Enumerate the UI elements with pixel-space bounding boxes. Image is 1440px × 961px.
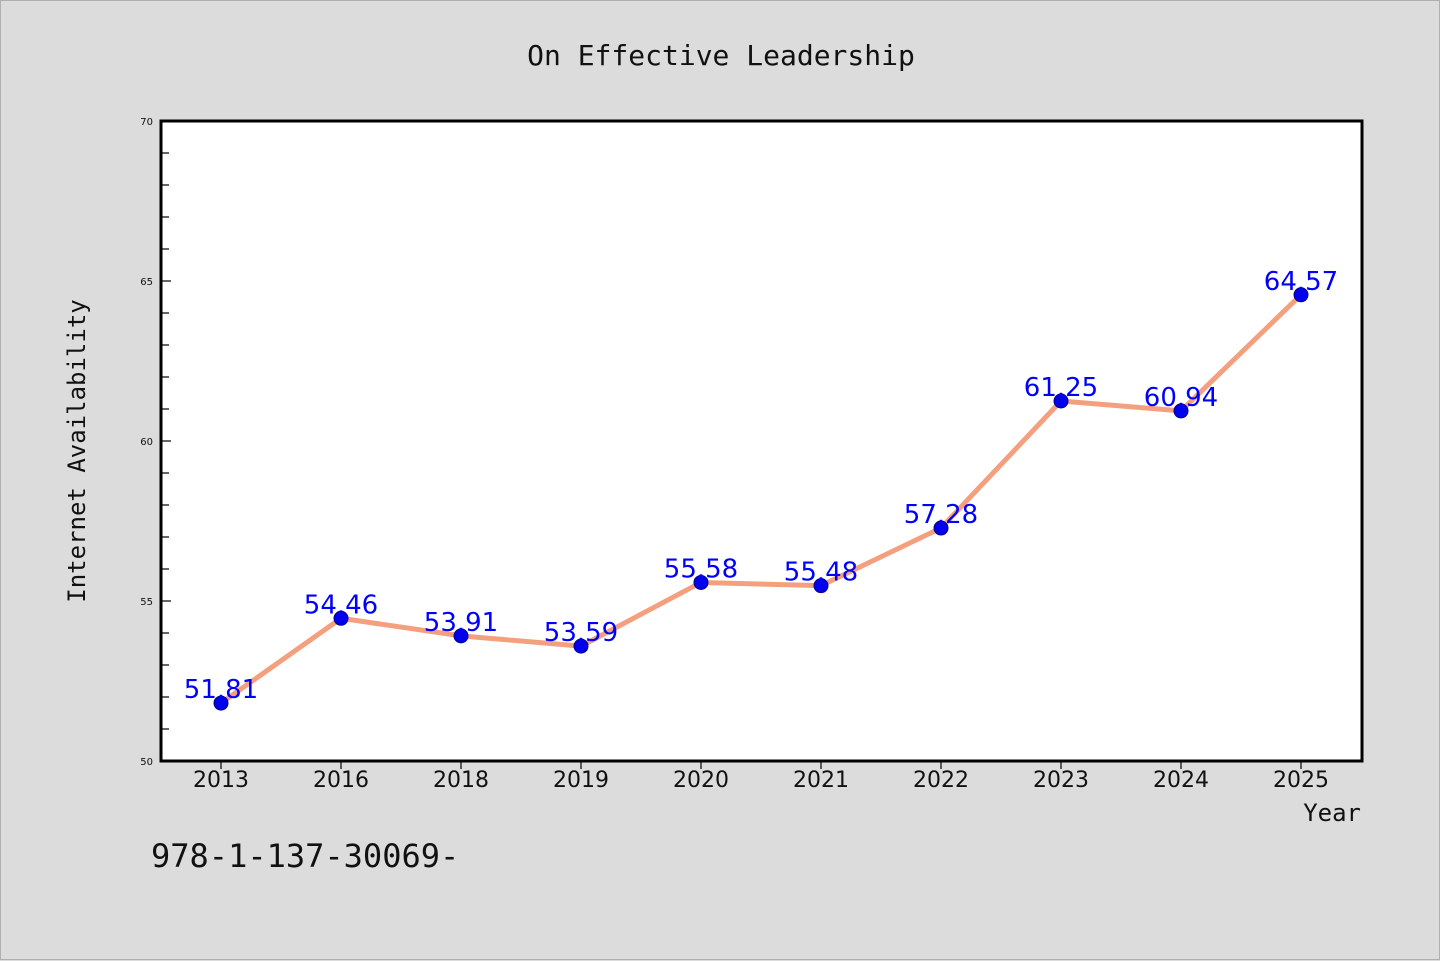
- isbn-annotation: 978-1-137-30069-: [151, 837, 459, 875]
- data-point: [453, 628, 469, 644]
- x-tick-label: 2018: [433, 768, 489, 793]
- x-tick-label: 2021: [793, 768, 849, 793]
- x-tick-label: 2022: [913, 768, 969, 793]
- data-point: [813, 578, 829, 594]
- x-tick-label: 2019: [553, 768, 609, 793]
- data-label: 64.57: [1264, 267, 1338, 297]
- y-axis-label: Internet Availability: [63, 299, 91, 602]
- data-label: 55.48: [784, 558, 858, 588]
- x-axis-tick-labels: 2013 2016 2018 2019 2020 2021 2022 2023 2024 2025: [193, 768, 1329, 793]
- data-label: 54.46: [304, 590, 378, 620]
- x-tick-label: 2013: [193, 768, 249, 793]
- data-labels: 51.81 54.46 53.91 53.59 55.58 55.48 57.28 61.25…: [184, 267, 1338, 705]
- data-point: [213, 695, 229, 711]
- y-axis-ticks: [161, 120, 171, 762]
- data-label: 61.25: [1024, 373, 1098, 403]
- x-tick-label: 2020: [673, 768, 729, 793]
- data-point: [333, 610, 349, 626]
- chart-title: On Effective Leadership: [527, 39, 915, 72]
- y-tick-label: 65: [140, 277, 153, 288]
- x-axis-label: Year: [1303, 799, 1361, 827]
- data-point: [693, 574, 709, 590]
- data-point: [1173, 403, 1189, 419]
- data-point: [1293, 287, 1309, 303]
- y-tick-label: 70: [140, 117, 153, 128]
- y-axis-tick-labels: 50 55 60 65 70: [140, 117, 153, 768]
- data-label: 55.58: [664, 554, 738, 584]
- x-tick-label: 2016: [313, 768, 369, 793]
- data-label: 53.91: [424, 608, 498, 638]
- series-markers: [213, 287, 1309, 711]
- y-tick-label: 60: [140, 437, 153, 448]
- data-point: [1053, 393, 1069, 409]
- x-tick-label: 2023: [1033, 768, 1089, 793]
- y-tick-label: 55: [140, 597, 153, 608]
- x-tick-label: 2025: [1273, 768, 1329, 793]
- series-line: [218, 292, 1304, 706]
- data-label: 60.94: [1144, 383, 1218, 413]
- data-point: [573, 638, 589, 654]
- data-point: [933, 520, 949, 536]
- data-label: 53.59: [544, 618, 618, 648]
- y-tick-label: 50: [140, 757, 153, 768]
- x-axis-ticks: [220, 761, 1302, 769]
- x-tick-label: 2024: [1153, 768, 1209, 793]
- plot-area: [159, 119, 1364, 763]
- data-label: 51.81: [184, 675, 258, 705]
- data-label: 57.28: [904, 500, 978, 530]
